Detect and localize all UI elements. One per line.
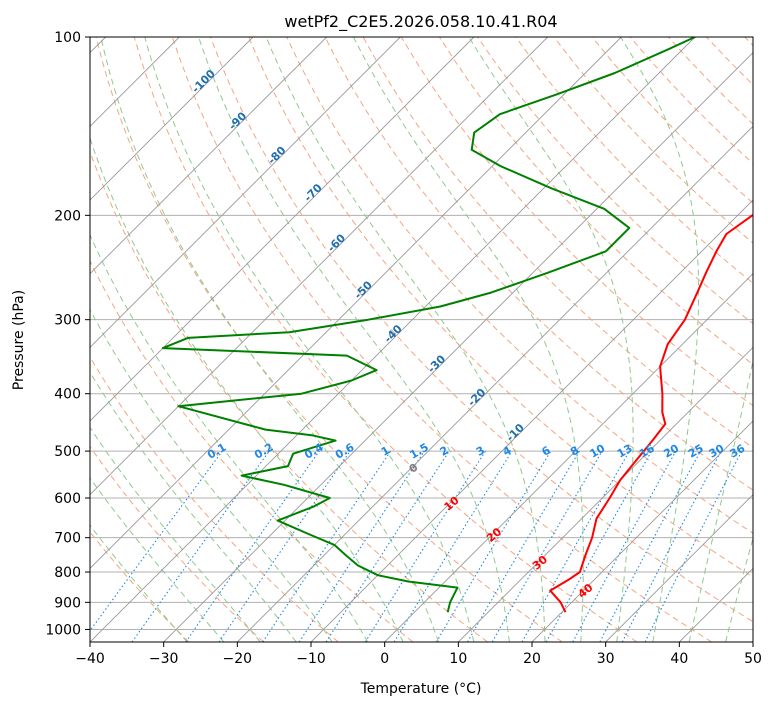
plot-frame bbox=[89, 36, 754, 643]
profile-series bbox=[161, 37, 753, 613]
y-tick-label: 100 bbox=[54, 30, 81, 46]
moist-adiabat bbox=[725, 536, 753, 642]
isotherm-line bbox=[90, 37, 696, 642]
isotherm-line bbox=[384, 273, 753, 642]
moist-adiabat bbox=[620, 37, 700, 642]
mixing-ratio-line bbox=[521, 450, 630, 642]
moist-adiabat bbox=[144, 37, 475, 642]
dry-adiabat bbox=[95, 37, 563, 642]
mixing-ratio-line bbox=[298, 450, 425, 642]
isotherm-line bbox=[90, 37, 401, 348]
x-axis-label: Temperature (°C) bbox=[360, 681, 482, 697]
y-tick-label: 900 bbox=[54, 595, 81, 611]
chart-title: wetPf2_C2E5.2026.058.10.41.R04 bbox=[284, 12, 557, 32]
moist-adiabats bbox=[90, 37, 753, 642]
dry-adiabat bbox=[324, 37, 753, 491]
y-tick-label: 700 bbox=[54, 531, 81, 547]
mixing-ratio-line bbox=[262, 450, 392, 642]
isotherm-line bbox=[458, 346, 753, 642]
y-tick-label: 500 bbox=[54, 444, 81, 460]
moist-adiabat bbox=[90, 233, 369, 642]
isotherm-line bbox=[90, 37, 622, 569]
pressure-gridlines bbox=[90, 37, 753, 630]
moist-adiabat bbox=[90, 371, 297, 642]
plot-area bbox=[90, 37, 753, 642]
dry-adiabat bbox=[133, 37, 638, 642]
y-tick-label: 800 bbox=[54, 565, 81, 581]
mixing-ratio-line bbox=[90, 450, 223, 632]
x-tick-label: −40 bbox=[75, 651, 105, 667]
y-tick-label: 200 bbox=[54, 208, 81, 224]
x-tick-label: 0 bbox=[380, 651, 389, 667]
x-tick-label: −10 bbox=[296, 651, 326, 667]
moist-adiabat bbox=[265, 37, 546, 642]
mixing-ratio-line bbox=[393, 450, 513, 642]
dry-adiabat bbox=[90, 445, 264, 642]
x-tick-label: 20 bbox=[523, 651, 541, 667]
moist-adiabat bbox=[198, 37, 510, 642]
mixing-ratio-line bbox=[644, 450, 743, 642]
dry-adiabat bbox=[210, 37, 753, 623]
isotherm-line bbox=[90, 37, 327, 275]
isotherm-line bbox=[605, 494, 753, 642]
y-tick-label: 600 bbox=[54, 491, 81, 507]
isotherm-line bbox=[163, 52, 753, 642]
isotherm-line bbox=[752, 641, 753, 642]
dry-adiabat bbox=[90, 356, 339, 642]
x-tick-label: 40 bbox=[670, 651, 688, 667]
y-axis-ticks: 100 200 300 400 500 600 700 800 900 1000 bbox=[45, 30, 90, 638]
moist-adiabat bbox=[353, 37, 584, 642]
moist-adiabat bbox=[90, 426, 261, 642]
isotherm-line bbox=[90, 37, 254, 201]
isotherm-line bbox=[90, 37, 475, 422]
isotherm-line bbox=[90, 37, 548, 496]
isotherms bbox=[90, 37, 753, 642]
y-tick-label: 400 bbox=[54, 387, 81, 403]
moist-adiabat bbox=[100, 37, 439, 642]
mixing-ratio-line bbox=[218, 450, 351, 642]
moist-adiabat bbox=[90, 524, 188, 642]
x-tick-label: −30 bbox=[149, 651, 179, 667]
y-tick-label: 1000 bbox=[45, 622, 81, 638]
moist-adiabat bbox=[90, 477, 225, 642]
isotherm-line bbox=[531, 420, 753, 642]
x-tick-label: 50 bbox=[744, 651, 762, 667]
mixing-ratio-line bbox=[545, 450, 653, 642]
dewpoint-profile-line bbox=[161, 37, 696, 613]
dry-adiabat bbox=[515, 37, 753, 284]
moist-adiabat bbox=[90, 136, 404, 642]
y-tick-label: 300 bbox=[54, 313, 81, 329]
x-axis-ticks: −40 −30 −20 −10 0 10 20 30 40 50 bbox=[75, 642, 762, 667]
mixing-ratio-line bbox=[131, 450, 270, 642]
temperature-profile-line bbox=[549, 213, 753, 613]
isotherm-line bbox=[237, 125, 753, 642]
x-tick-label: 10 bbox=[449, 651, 467, 667]
x-tick-label: −20 bbox=[223, 651, 253, 667]
dry-adiabat bbox=[286, 37, 753, 534]
isotherm-line bbox=[310, 199, 753, 642]
moist-adiabat bbox=[688, 358, 753, 642]
dry-adiabat bbox=[171, 37, 712, 642]
mixing-ratio-line bbox=[325, 450, 450, 642]
mixing-ratio-line bbox=[572, 450, 677, 642]
dry-adiabats bbox=[90, 37, 753, 642]
mixing-ratio-lines bbox=[90, 450, 743, 642]
dry-adiabat bbox=[90, 259, 414, 642]
mixing-ratio-line bbox=[185, 450, 320, 642]
dry-adiabat bbox=[248, 37, 753, 578]
x-tick-label: 30 bbox=[597, 651, 615, 667]
y-axis-label: Pressure (hPa) bbox=[11, 290, 27, 390]
